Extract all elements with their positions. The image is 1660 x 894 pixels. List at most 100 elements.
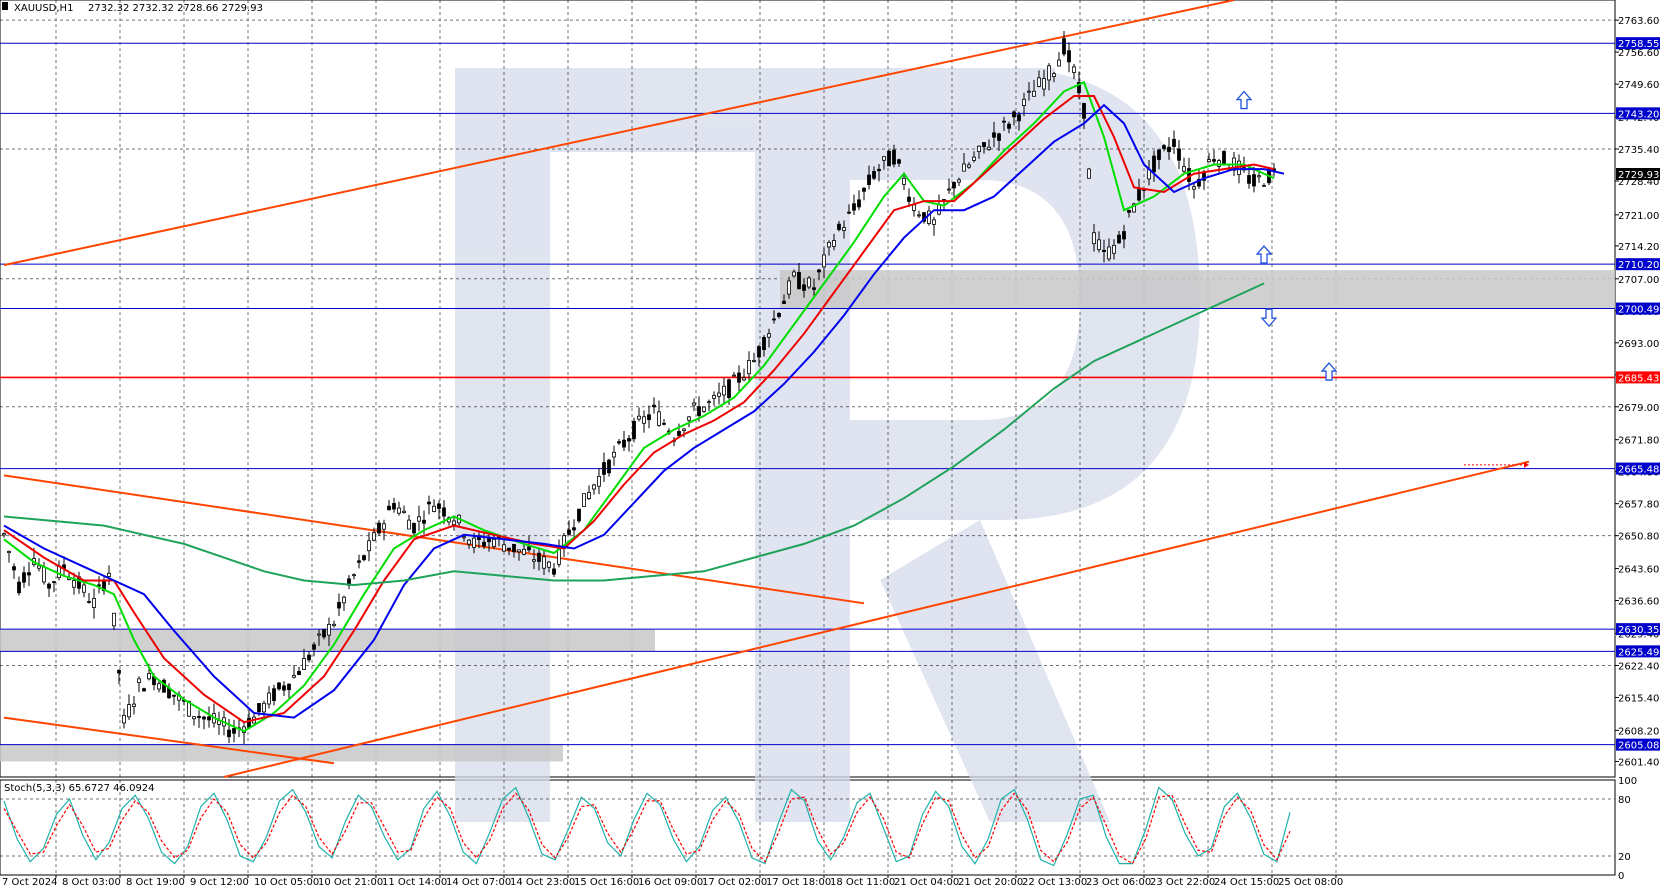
trend-channel-line-2[interactable]	[3, 474, 865, 605]
time-axis-label: 14 Oct 23:00	[510, 877, 575, 888]
candle	[407, 514, 411, 530]
time-axis-label: 23 Oct 06:00	[1086, 877, 1151, 888]
time-axis-label: 16 Oct 09:00	[638, 877, 703, 888]
candle	[362, 554, 366, 562]
candle	[402, 505, 406, 514]
candle	[372, 527, 376, 542]
price-tick-label: 2693.00	[1618, 339, 1659, 350]
candle	[812, 278, 816, 299]
candle	[762, 335, 766, 357]
candle	[972, 151, 976, 163]
candle	[887, 149, 891, 167]
candle	[877, 163, 881, 182]
price-tag	[1616, 738, 1660, 751]
candle	[717, 382, 721, 405]
candle	[977, 145, 981, 159]
moving-average-line-0	[3, 80, 1275, 733]
candle	[882, 156, 886, 170]
candle	[1047, 63, 1051, 91]
candle	[662, 419, 666, 426]
candle	[427, 495, 431, 515]
candle	[677, 423, 681, 438]
price-tick-label: 2756.60	[1618, 48, 1659, 59]
candle	[1192, 182, 1196, 199]
candle	[1137, 178, 1141, 202]
candle	[277, 681, 281, 691]
stoch-indicator-label: Stoch(5,3,3) 65.6727 46.0924	[4, 783, 155, 794]
candle	[1042, 69, 1046, 97]
candle	[1032, 79, 1036, 97]
candle	[397, 501, 401, 516]
candle	[1057, 52, 1061, 67]
candle	[357, 554, 361, 569]
price-tick-label: 2650.80	[1618, 532, 1659, 543]
candle	[707, 399, 711, 412]
candle	[1072, 63, 1076, 80]
candle	[807, 276, 811, 290]
candle	[772, 310, 776, 324]
price-tick-label: 2707.00	[1618, 275, 1659, 286]
watermark-logo	[455, 68, 1200, 822]
price-tag-label: 2685.43	[1618, 373, 1659, 384]
candle	[597, 468, 601, 495]
candle	[527, 536, 531, 553]
candle	[547, 561, 551, 573]
trend-channel-line-0[interactable]	[3, 0, 1235, 267]
candle	[52, 580, 56, 593]
candle	[112, 612, 116, 630]
trend-channel-line-1[interactable]	[223, 460, 1530, 778]
candle	[1102, 239, 1106, 263]
candle	[512, 543, 516, 558]
time-axis-label: 22 Oct 13:00	[1022, 877, 1087, 888]
support-zone-0	[780, 270, 1615, 309]
candle	[1062, 31, 1066, 57]
candle	[572, 519, 576, 540]
candle	[117, 669, 121, 685]
candle	[1162, 143, 1166, 152]
candle	[1117, 230, 1121, 244]
moving-average-line-1	[3, 95, 1275, 724]
price-tick-label: 2728.40	[1618, 177, 1659, 188]
chart-menu-icon[interactable]	[2, 2, 8, 10]
candle	[87, 593, 91, 604]
candle	[532, 549, 536, 570]
candle	[577, 508, 581, 523]
candle	[592, 483, 596, 495]
price-tick-label: 2749.60	[1618, 80, 1659, 91]
time-axis-label: 8 Oct 03:00	[62, 877, 121, 888]
candle	[1207, 152, 1211, 163]
candle	[647, 405, 651, 429]
candle	[507, 547, 511, 556]
price-tick-label: 2721.00	[1618, 211, 1659, 222]
time-axis-label: 24 Oct 15:00	[1214, 877, 1279, 888]
candle	[317, 629, 321, 646]
trend-channel-line-3[interactable]	[3, 716, 335, 765]
candle	[127, 694, 131, 720]
price-tag	[1616, 37, 1660, 50]
candle	[632, 417, 636, 443]
candle	[27, 561, 31, 587]
candle	[957, 177, 961, 186]
time-axis-label: 11 Oct 14:00	[382, 877, 447, 888]
candle	[1052, 71, 1056, 83]
price-tick-label: 2622.40	[1618, 661, 1659, 672]
time-axis-label: 21 Oct 04:00	[894, 877, 959, 888]
time-axis-label: 18 Oct 11:00	[830, 877, 895, 888]
candle	[1107, 238, 1111, 262]
candle	[832, 233, 836, 251]
candle	[537, 548, 541, 571]
candle	[292, 665, 296, 679]
candle	[122, 708, 126, 729]
candle	[337, 593, 341, 617]
candle	[992, 121, 996, 148]
candle	[1097, 231, 1101, 253]
candle	[852, 194, 856, 215]
price-tag-label: 2665.48	[1618, 465, 1659, 476]
candle	[797, 263, 801, 290]
candle	[287, 683, 291, 699]
candle	[202, 715, 206, 730]
candle	[1027, 81, 1031, 101]
stoch-tick-label: 100	[1618, 776, 1637, 787]
